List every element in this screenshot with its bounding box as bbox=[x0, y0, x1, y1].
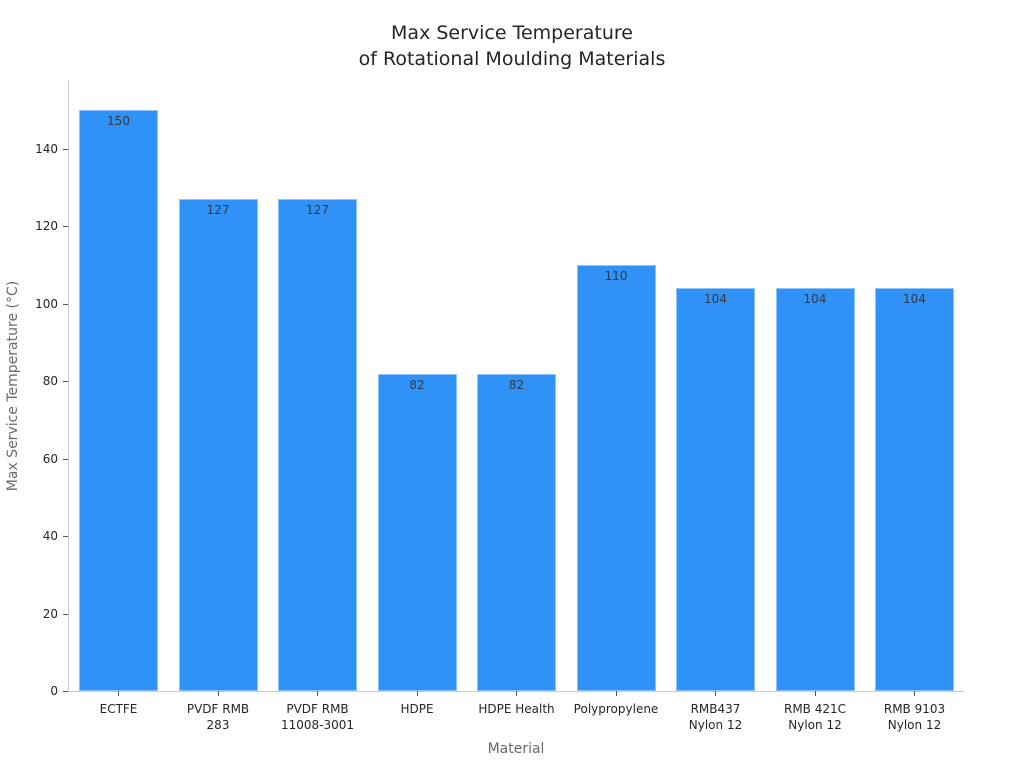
x-tick-label: ECTFE bbox=[99, 702, 138, 716]
y-tick: 120 bbox=[0, 219, 68, 233]
bar-value-label: 150 bbox=[107, 114, 130, 129]
x-tick: RMB437 Nylon 12 bbox=[656, 691, 776, 733]
x-tick: PVDF RMB 283 bbox=[158, 691, 278, 733]
x-tick-label: HDPE bbox=[400, 702, 434, 716]
x-tick-mark bbox=[317, 691, 318, 696]
y-tick-label: 140 bbox=[35, 142, 58, 156]
x-tick-mark bbox=[715, 691, 716, 696]
y-axis-line bbox=[68, 80, 69, 692]
y-tick-mark bbox=[63, 458, 68, 460]
y-tick-label: 80 bbox=[42, 374, 58, 389]
chart-title-line-2: of Rotational Moulding Materials bbox=[358, 48, 666, 70]
x-tick-label: PVDF RMB 11008-3001 bbox=[280, 702, 355, 732]
chart-title: Max Service Temperature of Rotational Mo… bbox=[0, 20, 1024, 72]
bar-value-label: 82 bbox=[508, 377, 525, 392]
x-tick-label: HDPE Health bbox=[478, 702, 555, 716]
y-tick-mark bbox=[63, 149, 68, 150]
y-axis-label: Max Service Temperature (°C) bbox=[5, 280, 21, 492]
y-tick-mark bbox=[63, 613, 68, 615]
x-tick: HDPE bbox=[357, 691, 477, 717]
y-tick: 20 bbox=[0, 607, 68, 621]
y-tick: 140 bbox=[0, 142, 68, 156]
y-tick-label: 120 bbox=[35, 219, 58, 234]
y-tick-mark bbox=[63, 303, 68, 305]
bar: 127 bbox=[178, 199, 258, 691]
x-tick-label: RMB437 Nylon 12 bbox=[688, 702, 743, 732]
x-tick: ECTFE bbox=[59, 691, 179, 717]
y-tick: 60 bbox=[0, 452, 68, 466]
x-tick: Polypropylene bbox=[556, 691, 676, 717]
x-tick: PVDF RMB 11008-3001 bbox=[258, 691, 378, 733]
bar: 110 bbox=[576, 265, 656, 691]
y-tick: 80 bbox=[0, 374, 68, 388]
bar: 82 bbox=[477, 373, 556, 691]
x-axis-label: Material bbox=[487, 741, 545, 757]
x-tick-mark bbox=[615, 691, 617, 696]
y-tick-label: 60 bbox=[42, 451, 58, 466]
bar-value-label: 127 bbox=[206, 203, 230, 218]
bar: 82 bbox=[377, 373, 457, 691]
y-tick-label: 0 bbox=[50, 684, 58, 698]
y-tick-label: 100 bbox=[35, 296, 58, 311]
y-tick-mark bbox=[63, 381, 68, 383]
x-tick-mark bbox=[416, 691, 418, 696]
y-tick-mark bbox=[63, 536, 68, 538]
bar-value-label: 110 bbox=[604, 269, 628, 284]
y-tick: 0 bbox=[0, 684, 68, 698]
bar: 150 bbox=[79, 110, 158, 691]
y-tick: 40 bbox=[0, 529, 68, 543]
bar-value-label: 82 bbox=[409, 377, 425, 392]
x-tick-mark bbox=[516, 691, 517, 696]
x-tick-label: RMB 9103 Nylon 12 bbox=[883, 702, 946, 732]
y-tick-label: 20 bbox=[42, 606, 58, 621]
y-tick-label: 40 bbox=[42, 529, 58, 544]
x-tick-mark bbox=[814, 691, 816, 696]
x-tick-mark bbox=[914, 691, 915, 696]
x-tick-mark bbox=[217, 691, 219, 696]
bar-value-label: 104 bbox=[803, 292, 827, 307]
bar: 104 bbox=[676, 288, 755, 691]
bar-value-label: 104 bbox=[704, 292, 727, 307]
x-tick-label: PVDF RMB 283 bbox=[186, 702, 250, 732]
x-tick-label: Polypropylene bbox=[573, 702, 659, 716]
x-tick-mark bbox=[118, 691, 119, 696]
x-tick: RMB 9103 Nylon 12 bbox=[855, 691, 975, 733]
bar-value-label: 104 bbox=[903, 292, 926, 307]
bar: 104 bbox=[775, 288, 855, 691]
y-tick-mark bbox=[63, 226, 68, 228]
bar-value-label: 127 bbox=[306, 203, 329, 218]
y-tick: 100 bbox=[0, 297, 68, 311]
x-tick: RMB 421C Nylon 12 bbox=[755, 691, 875, 733]
y-tick-mark bbox=[63, 691, 68, 692]
chart-title-line-1: Max Service Temperature bbox=[391, 22, 633, 44]
x-tick-label: RMB 421C Nylon 12 bbox=[783, 702, 847, 732]
bar: 127 bbox=[278, 199, 357, 691]
x-tick: HDPE Health bbox=[457, 691, 577, 717]
bar: 104 bbox=[875, 288, 954, 691]
